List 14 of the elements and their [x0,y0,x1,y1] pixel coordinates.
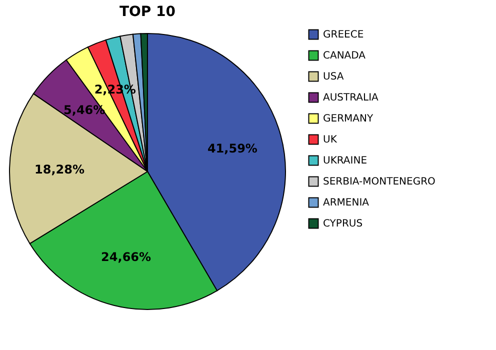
chart-title: TOP 10 [119,4,176,20]
legend-label: CANADA [323,50,366,62]
legend-label: ARMENIA [323,198,370,208]
legend-label: CYPRUS [323,218,363,230]
data-label: 41,59% [207,142,258,156]
legend-label: UKRAINE [323,156,368,166]
legend-label: USA [323,72,344,82]
legend-label: GREECE [323,30,364,40]
legend-label: SERBIA-MONTENEGRO [323,176,436,188]
legend-label: GERMANY [323,114,374,124]
data-label: 18,28% [34,162,85,176]
legend-label: UK [323,134,338,146]
data-label: 24,66% [101,250,152,264]
legend-label: AUSTRALIA [323,92,379,104]
